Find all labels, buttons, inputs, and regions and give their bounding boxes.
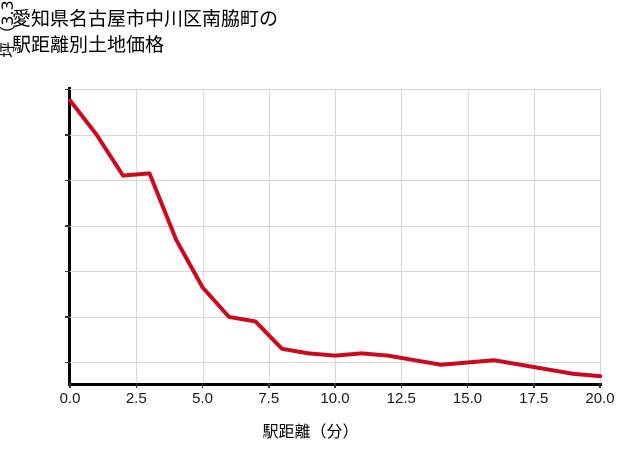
gridline-x-5.0	[202, 89, 204, 383]
x-tick-mark	[466, 383, 469, 388]
x-tick-mark	[69, 383, 71, 388]
y-tick-mark	[65, 270, 70, 273]
x-tick-label: 10.0	[320, 390, 350, 407]
plot-area	[65, 88, 602, 388]
x-tick-label: 7.5	[258, 390, 280, 407]
y-tick-mark	[65, 225, 70, 227]
x-axis-title: 駅距離（分）	[262, 422, 359, 441]
x-tick-mark	[268, 383, 270, 388]
gridline-x-17.5	[533, 89, 535, 383]
y-tick-mark	[65, 134, 70, 136]
x-tick-label: 12.5	[386, 390, 416, 407]
x-tick-mark	[135, 383, 137, 388]
y-axis-title: 坪（3.3㎡）単価（万円）	[0, 0, 18, 100]
x-tick-mark	[599, 383, 601, 388]
gridline-x-15.0	[467, 89, 469, 383]
x-tick-mark	[400, 383, 402, 388]
y-tick-mark	[65, 88, 70, 90]
x-tick-mark	[201, 383, 204, 388]
y-tick-mark	[65, 179, 70, 182]
x-tick-label: 17.5	[519, 390, 549, 407]
x-tick-label: 2.5	[125, 390, 147, 407]
gridline-x-10.0	[335, 89, 336, 383]
gridline-x-2.5	[136, 89, 138, 383]
x-tick-mark	[533, 383, 535, 388]
y-tick-mark	[65, 361, 70, 364]
x-tick-label: 0.0	[59, 390, 81, 407]
page-title: 愛知県名古屋市中川区南脇町の 駅距離別土地価格	[12, 8, 279, 56]
y-tick-mark	[65, 316, 70, 318]
gridline-x-20.0	[600, 89, 601, 383]
gridline-x-12.5	[401, 89, 403, 383]
line-series-price	[68, 98, 602, 379]
x-tick-label: 15.0	[452, 390, 483, 407]
x-tick-label: 20.0	[585, 390, 615, 407]
x-tick-mark	[334, 383, 336, 388]
gridline-x-7.5	[268, 89, 270, 383]
y-axis-line	[68, 87, 71, 385]
x-tick-label: 5.0	[192, 390, 213, 407]
